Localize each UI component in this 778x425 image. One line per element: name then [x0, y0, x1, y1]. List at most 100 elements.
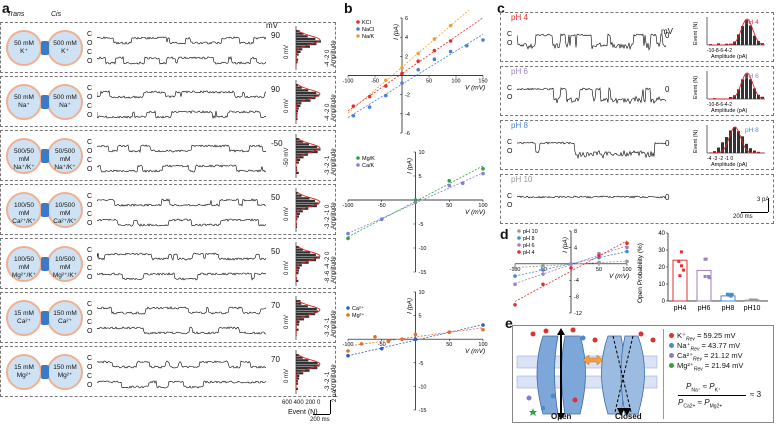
trace-label-C: C: [87, 157, 93, 164]
panel-e-box: Open Closed K⁺Rev = 59.25 mV Na⁺Rev = 43.…: [512, 325, 774, 423]
data-point: [541, 264, 545, 268]
trans-condition: 500/50 mM Na⁺/K⁺: [13, 148, 35, 171]
zero-mv-label: 0 mV: [284, 98, 290, 113]
fit-line: [347, 33, 484, 118]
bar-point: [729, 294, 733, 298]
trans-condition: 50 mM Na⁺: [14, 94, 34, 109]
trace-label-O: O: [87, 112, 93, 119]
trace-label-C: C: [87, 193, 93, 200]
ph-current-trace: [517, 87, 667, 105]
formula-p-na-sub: Na⁺: [691, 387, 701, 394]
holding-voltage: 0: [665, 31, 670, 40]
legend-marker: [517, 243, 521, 247]
legend-label: pH 10: [523, 229, 538, 235]
holding-voltage: 90: [271, 85, 280, 94]
y-tick-label: 8: [574, 229, 577, 235]
trace-label-C: C: [507, 193, 513, 200]
data-point: [346, 349, 350, 353]
legend-label: Ca²⁺: [352, 305, 364, 312]
scale-time-c: 200 ms: [733, 214, 753, 220]
bar-point: [679, 250, 683, 254]
bar: [696, 269, 712, 302]
reversal-item: Na⁺Rev = 43.77 mV: [669, 341, 740, 353]
bar-point: [679, 264, 683, 268]
rev-value: = 21.12 mV: [701, 351, 743, 360]
data-point: [448, 39, 453, 43]
trace-label-O: O: [507, 148, 513, 155]
holding-voltage: -50: [271, 139, 283, 148]
row-a-4: 100/50 mM Mg²⁺/K⁺ 10/500 mM Mg²⁺/K⁺ C O C O 50 0 mV…: [0, 238, 337, 289]
x-axis-title: V (mV): [609, 273, 629, 280]
x-tick-label: 50: [446, 203, 452, 209]
bar-point: [753, 298, 757, 302]
data-point: [384, 78, 388, 83]
rev-value: = 59.25 mV: [694, 331, 736, 340]
trace-label-O: O: [87, 382, 93, 389]
hist-ph-label: pH 8: [745, 127, 759, 134]
data-point: [465, 43, 469, 48]
histogram-axis-title: Amplitude: [331, 94, 337, 121]
trace-label-C: C: [87, 319, 93, 326]
data-point: [351, 104, 356, 108]
y-tick-label: -5: [419, 222, 424, 228]
trace-label-C: C: [507, 139, 513, 146]
formula-p-ca-sub: Ca2+: [683, 403, 696, 410]
formula-result: 3: [756, 390, 762, 399]
histogram-axis-title: Amplitude: [331, 40, 337, 67]
rev-subscript: Rev: [685, 336, 695, 343]
legend-marker: [517, 250, 521, 254]
hist-ticks: -10-8-6-4-2: [707, 48, 732, 54]
data-point: [625, 245, 629, 250]
cis-chamber: 10/500 mM Ca²⁺/K⁺: [47, 192, 83, 228]
zero-mv-label: 0 mV: [284, 368, 290, 383]
trace-label-C: C: [87, 355, 93, 362]
data-point: [413, 332, 418, 337]
x-tick-label: -100: [342, 203, 353, 209]
membrane-icon: [41, 311, 49, 325]
x-tick-label: -100: [342, 342, 353, 348]
bar-point: [682, 268, 686, 272]
y-tick-label: 0: [662, 299, 666, 305]
trace-label-O: O: [87, 94, 93, 101]
ph-label: pH 6: [511, 67, 528, 76]
cis-chamber: 150 mM Ca²⁺: [47, 300, 83, 336]
trans-condition: 100/50 mM Ca²⁺/K⁺: [12, 202, 36, 225]
legend-label: Ca/K: [362, 163, 375, 169]
trace-label-O: O: [507, 202, 513, 209]
panel-b-label: b: [344, 0, 353, 16]
ph-label: pH 4: [511, 13, 528, 22]
data-point: [386, 339, 391, 344]
category-label: pH10: [744, 305, 761, 312]
y-tick-label: 6: [405, 16, 408, 22]
y-tick-label: 10: [419, 290, 425, 296]
y-axis-title: I (pA): [407, 158, 414, 174]
legend-label: Na/K: [362, 34, 375, 40]
membrane-icon: [41, 41, 49, 55]
data-point: [416, 51, 420, 56]
fit-line: [514, 240, 628, 302]
panel-d-label: d: [500, 226, 509, 242]
formula-approx-1: ≈: [702, 382, 707, 391]
legend-label: pH 6: [523, 243, 535, 249]
trace-label-C: C: [87, 301, 93, 308]
holding-voltage: 70: [271, 301, 280, 310]
y-tick-label: 10: [658, 282, 665, 288]
cis-condition: 150 mM Mg²⁺: [53, 364, 77, 379]
data-point: [384, 93, 388, 98]
rev-value: = 43.77 mV: [699, 341, 741, 350]
data-point: [379, 346, 384, 351]
current-trace: [97, 90, 267, 120]
y-tick-label: 5: [419, 314, 422, 320]
trans-chamber: 15 mM Ca²⁺: [6, 300, 42, 336]
trans-chamber: 50 mM Na⁺: [6, 84, 42, 120]
membrane-icon: [41, 149, 49, 163]
panel-d-bar-chart: 40 30 20 10 0 Open Probability (%) pH4 pH6 pH8 pH…: [637, 231, 768, 312]
data-point: [447, 330, 452, 334]
panel-e-label: e: [505, 315, 513, 331]
fit-line: [347, 17, 484, 112]
y-tick-label: -15: [419, 408, 427, 414]
trace-label-C: C: [87, 49, 93, 56]
data-point: [373, 335, 377, 339]
data-point: [625, 241, 629, 246]
